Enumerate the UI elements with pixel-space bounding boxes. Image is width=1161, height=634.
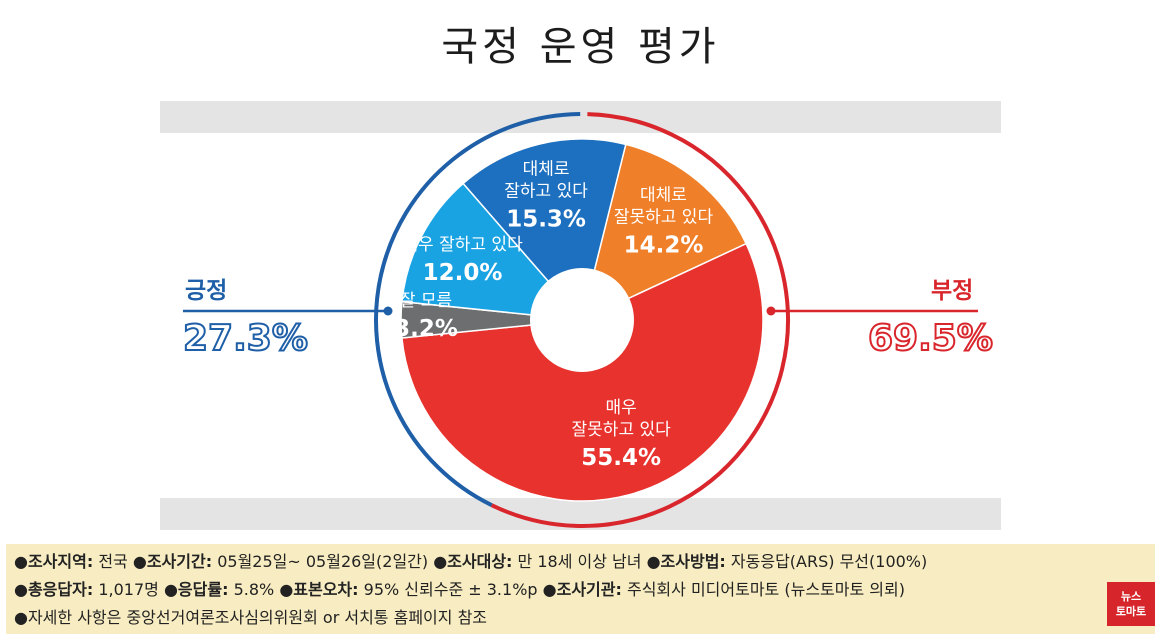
footer2-value-3: 주식회사 미디어토마토 (뉴스토마토 의뢰) [621, 580, 905, 599]
chart-title: 국정 운영 평가 [441, 24, 720, 70]
slice-label-0-0: 대체로 [640, 185, 687, 205]
slice-label-2-0: 잘 모름 [400, 291, 452, 311]
footer-line-3: ●자세한 사항은 중앙선거여론조사심의위원회 or 서치통 홈페이지 참조 [14, 608, 488, 627]
slice-label-1-0: 매우 [606, 398, 637, 418]
slice-3 [401, 182, 584, 321]
slice-label-4-1: 잘하고 있다 [504, 182, 588, 202]
slice-value-2: 3.2% [394, 316, 458, 342]
footer1-value-3: 자동응답(ARS) 무선(100%) [725, 552, 928, 571]
slice-0 [580, 143, 748, 322]
slice-value-3: 12.0% [423, 260, 503, 286]
slice-label-3-0: 매우 잘하고 있다 [402, 235, 523, 255]
footer1-value-0: 전국 [93, 552, 133, 571]
top-band [160, 101, 1001, 133]
slice-label-1-1: 잘못하고 있다 [572, 420, 672, 440]
positive-label: 긍정 [185, 278, 228, 304]
negative-connector-dot [766, 306, 776, 316]
footer2-key-3: ●조사기관: [542, 580, 622, 599]
slice-value-4: 15.3% [506, 207, 586, 233]
negative-value: 69.5% [867, 317, 994, 360]
footer1-key-1: ●조사기간: [132, 552, 213, 571]
group-arcs [183, 112, 978, 528]
footer1-value-2: 만 18세 이상 남녀 [512, 552, 647, 571]
logo-line-2: 토마토 [1115, 605, 1147, 618]
footer1-key-0: ●조사지역: [14, 552, 94, 571]
slice-label-0-1: 잘못하고 있다 [614, 207, 714, 227]
footer2-key-2: ●표본오차: [279, 580, 359, 599]
footer2-value-2: 95% 신뢰수준 ± 3.1%p [358, 580, 543, 599]
slice-value-1: 55.4% [581, 445, 661, 471]
footer2-key-0: ●총응답자: [14, 580, 94, 599]
logo-line-1: 뉴스 [1120, 590, 1142, 603]
footer2-value-0: 1,017명 [93, 580, 164, 599]
positive-value: 27.3% [182, 317, 309, 360]
footer-line-1: ●조사지역: 전국 ●조사기간: 05월25일~ 05월26일(2일간) ●조사… [14, 548, 1147, 576]
donut-hole [530, 268, 634, 372]
survey-footer: ●조사지역: 전국 ●조사기간: 05월25일~ 05월26일(2일간) ●조사… [6, 544, 1155, 634]
positive-arc [374, 112, 581, 507]
negative-label: 부정 [931, 278, 974, 304]
slice-label-4-0: 대체로 [523, 160, 570, 180]
footer1-key-3: ●조사방법: [646, 552, 726, 571]
footer2-key-1: ●응답률: [163, 580, 229, 599]
positive-connector-dot [383, 306, 393, 316]
footer2-value-1: 5.8% [228, 580, 280, 599]
footer1-key-2: ●조사대상: [433, 552, 513, 571]
news-tomato-logo: 뉴스 토마토 [1107, 582, 1155, 626]
slice-1 [401, 242, 764, 502]
slice-value-0: 14.2% [624, 232, 704, 258]
negative-arc [490, 112, 790, 528]
footer-line-2: ●총응답자: 1,017명 ●응답률: 5.8% ●표본오차: 95% 신뢰수준… [14, 576, 1147, 604]
footer1-value-1: 05월25일~ 05월26일(2일간) [212, 552, 434, 571]
